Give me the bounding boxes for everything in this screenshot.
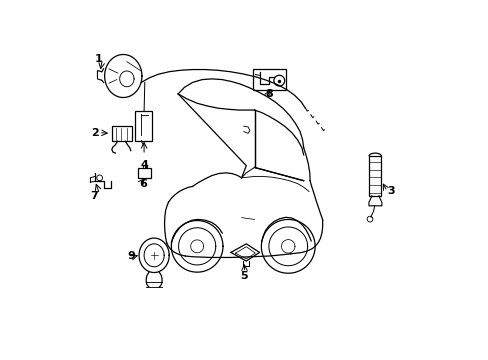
Text: 4: 4	[140, 159, 148, 170]
Text: 5: 5	[240, 271, 248, 281]
Bar	[253, 69, 285, 90]
Bar	[135, 111, 152, 140]
Bar	[112, 126, 131, 141]
Text: 9: 9	[127, 251, 135, 261]
Text: 3: 3	[387, 186, 394, 197]
Bar	[138, 168, 151, 178]
Text: 6: 6	[139, 179, 147, 189]
Text: 7: 7	[91, 191, 98, 201]
Text: 2: 2	[91, 128, 98, 138]
Text: 8: 8	[265, 89, 273, 99]
Bar	[368, 156, 381, 196]
Text: 1: 1	[94, 54, 102, 64]
